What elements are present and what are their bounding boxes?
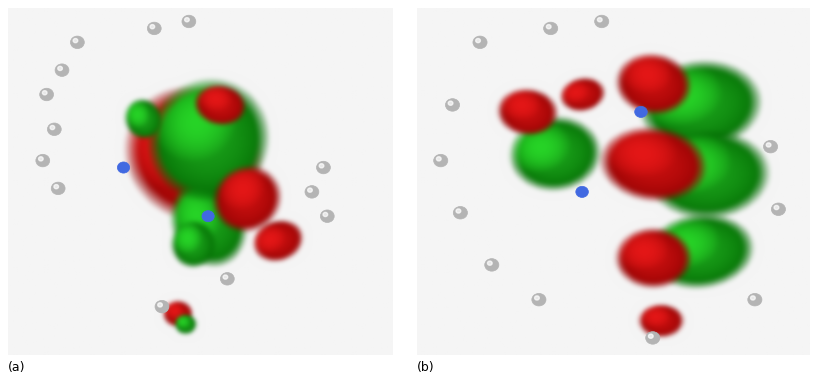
Circle shape bbox=[50, 125, 55, 130]
Circle shape bbox=[38, 157, 43, 161]
Circle shape bbox=[54, 184, 59, 189]
Circle shape bbox=[308, 188, 312, 192]
Text: (a): (a) bbox=[8, 361, 25, 374]
Circle shape bbox=[182, 15, 196, 28]
Circle shape bbox=[73, 39, 78, 43]
Circle shape bbox=[771, 203, 785, 215]
Circle shape bbox=[321, 210, 335, 223]
Circle shape bbox=[546, 25, 551, 29]
Circle shape bbox=[150, 25, 155, 29]
Circle shape bbox=[47, 123, 61, 136]
Circle shape bbox=[774, 205, 779, 210]
Circle shape bbox=[58, 66, 62, 71]
Circle shape bbox=[147, 22, 161, 35]
Circle shape bbox=[635, 106, 647, 118]
Circle shape bbox=[645, 332, 660, 344]
Circle shape bbox=[597, 18, 602, 22]
Circle shape bbox=[595, 15, 609, 28]
Circle shape bbox=[751, 296, 755, 300]
Circle shape bbox=[485, 259, 499, 271]
Circle shape bbox=[544, 22, 558, 35]
Circle shape bbox=[323, 212, 328, 217]
Circle shape bbox=[40, 88, 53, 101]
Circle shape bbox=[117, 162, 130, 173]
Circle shape bbox=[70, 36, 84, 49]
Circle shape bbox=[52, 182, 65, 195]
Circle shape bbox=[766, 143, 771, 147]
Circle shape bbox=[446, 99, 460, 111]
Circle shape bbox=[305, 186, 319, 198]
Circle shape bbox=[437, 157, 441, 161]
Circle shape bbox=[488, 261, 492, 265]
Circle shape bbox=[36, 154, 50, 167]
Circle shape bbox=[748, 293, 762, 306]
Text: (b): (b) bbox=[417, 361, 435, 374]
Circle shape bbox=[158, 303, 162, 307]
Circle shape bbox=[476, 39, 480, 43]
Circle shape bbox=[576, 186, 588, 197]
Circle shape bbox=[448, 101, 453, 105]
Circle shape bbox=[43, 91, 47, 95]
Circle shape bbox=[456, 209, 461, 213]
Circle shape bbox=[55, 64, 69, 76]
Circle shape bbox=[185, 18, 189, 22]
Circle shape bbox=[649, 334, 653, 338]
Circle shape bbox=[155, 301, 169, 313]
Circle shape bbox=[763, 140, 778, 153]
Circle shape bbox=[223, 275, 227, 279]
Circle shape bbox=[434, 154, 447, 167]
Circle shape bbox=[220, 273, 234, 285]
Circle shape bbox=[317, 161, 330, 174]
Circle shape bbox=[473, 36, 487, 49]
Circle shape bbox=[319, 164, 324, 168]
Circle shape bbox=[532, 293, 546, 306]
Circle shape bbox=[202, 211, 214, 222]
Circle shape bbox=[453, 206, 467, 219]
Circle shape bbox=[535, 296, 539, 300]
